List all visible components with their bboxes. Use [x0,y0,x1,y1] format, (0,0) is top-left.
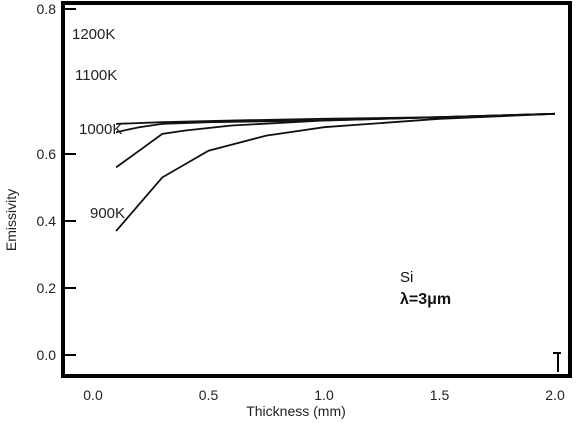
x-tick-label-4: 2.0 [545,387,565,403]
y-tick-label-0: 0.0 [37,347,57,363]
series-lines [115,112,556,232]
x-tick-label-0: 0.0 [83,387,103,403]
series-label-1000K: 1000K [79,121,122,138]
plot-frame [61,1,572,378]
x-tick-label-3: 1.5 [430,387,450,403]
y-tick-labels: 0.0 0.2 0.4 0.6 0.8 [37,1,57,363]
series-label-1100K: 1100K [75,67,117,84]
y-tick-label-2: 0.4 [37,213,57,229]
series-labels: 1200K 1100K 1000K 900K [72,26,125,222]
x-axis-label: Thickness (mm) [246,403,346,419]
series-label-1200K: 1200K [72,26,115,43]
x-tick-label-2: 1.0 [314,387,334,403]
annotation-wavelength: λ=3μm [400,291,451,308]
annotation-material: Si [400,269,413,286]
y-axis-label: Emissivity [3,189,19,251]
y-tick-label-4: 0.8 [37,1,57,17]
series-line-900K [115,112,556,232]
x-tick-labels: 0.0 0.5 1.0 1.5 2.0 [83,387,565,403]
y-tick-label-1: 0.2 [37,280,57,296]
series-label-900K: 900K [90,205,125,222]
x-tick-label-1: 0.5 [199,387,219,403]
y-tick-marks [63,8,76,356]
y-tick-label-3: 0.6 [37,146,57,162]
series-line-1000K [115,112,556,169]
